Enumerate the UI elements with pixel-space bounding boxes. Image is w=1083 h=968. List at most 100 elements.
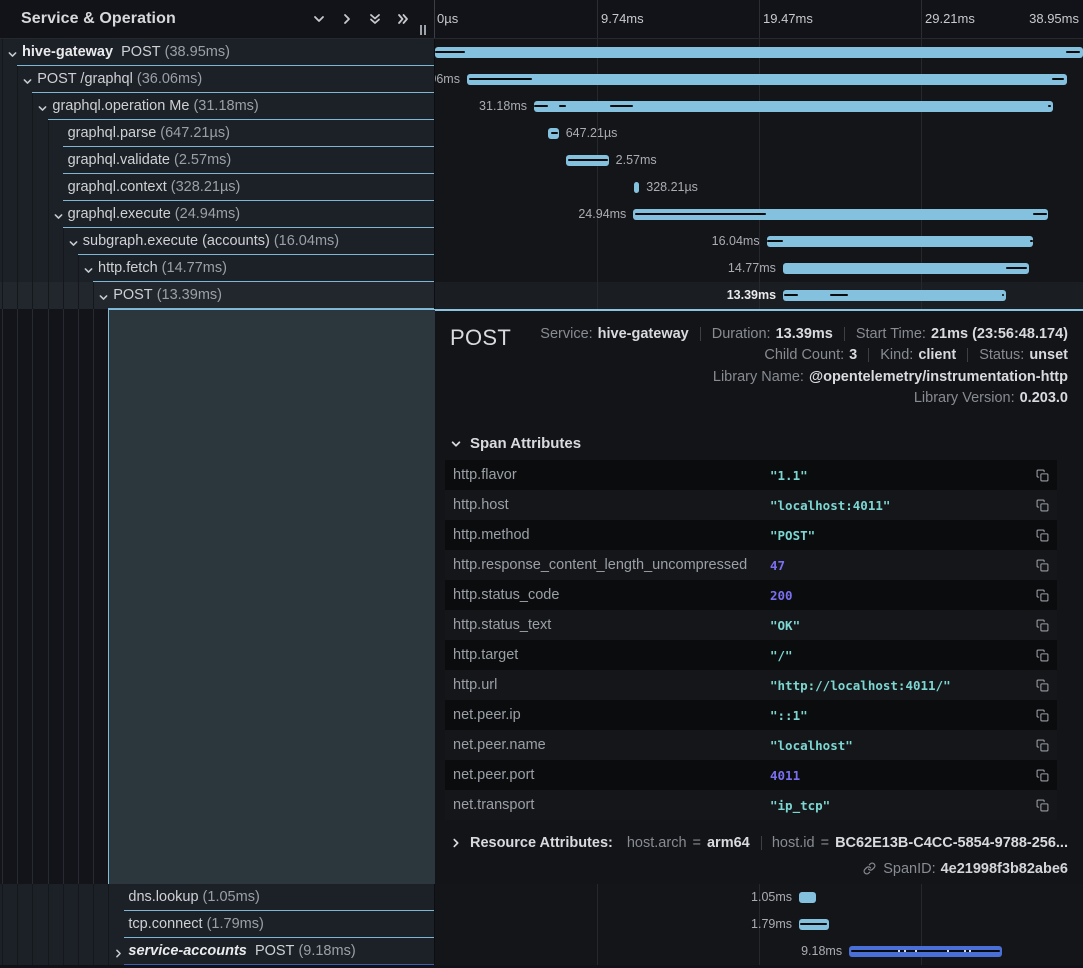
span-bar-cell[interactable]: 14.77ms — [435, 255, 1083, 282]
indent-guide — [47, 884, 49, 911]
link-icon[interactable] — [863, 862, 876, 875]
double-chevron-right-icon[interactable] — [396, 12, 410, 26]
span-bar[interactable] — [633, 209, 1049, 220]
attribute-row: http.host "localhost:4011" — [445, 490, 1057, 520]
indent-guide — [78, 938, 79, 965]
copy-value-button[interactable] — [1036, 679, 1049, 692]
span-toggle[interactable] — [37, 101, 48, 119]
copy-value-button[interactable] — [1036, 769, 1049, 782]
span-bar-cell[interactable]: 31.18ms — [435, 93, 1083, 120]
span-toggle[interactable] — [83, 263, 94, 281]
span-bar[interactable] — [547, 128, 559, 139]
chevron-right-icon — [453, 838, 459, 847]
span-bar[interactable] — [466, 74, 1067, 85]
span-id-row: SpanID: 4e21998f3b82abe6 — [450, 860, 1068, 877]
span-duration-label: 1.05ms — [751, 890, 793, 904]
resize-grip-bar — [424, 25, 426, 35]
chevron-down-icon — [54, 214, 63, 219]
span-bar[interactable] — [799, 919, 829, 930]
span-bar-cell[interactable]: 36.06ms — [435, 66, 1083, 93]
span-name-cell[interactable]: graphql.parse (647.21µs) — [0, 120, 435, 147]
span-bar-cell[interactable]: 647.21µs — [435, 120, 1083, 147]
column-resize-handle[interactable] — [420, 25, 428, 35]
span-name-cell[interactable]: dns.lookup (1.05ms) — [0, 884, 435, 911]
span-bar[interactable] — [849, 946, 1002, 957]
overview-label: Library Version: — [913, 390, 1015, 407]
critical-path-gap-tick — [903, 950, 906, 952]
span-bar[interactable] — [782, 263, 1029, 274]
span-name-cell[interactable]: service-accounts POST (9.18ms) — [0, 938, 435, 965]
double-chevron-down-icon[interactable] — [368, 12, 382, 26]
copy-value-button[interactable] — [1036, 529, 1049, 542]
span-toggle[interactable] — [53, 209, 64, 227]
copy-value-button[interactable] — [1036, 499, 1049, 512]
span-bar-cell[interactable]: 13.39ms — [435, 282, 1083, 309]
span-bar[interactable] — [783, 290, 1006, 301]
span-duration: (1.79ms) — [202, 916, 264, 932]
span-toggle[interactable] — [22, 74, 33, 92]
span-name-cell[interactable]: hive-gateway POST (38.95ms) — [0, 39, 435, 66]
span-toggle[interactable] — [68, 236, 79, 254]
copy-value-button[interactable] — [1036, 559, 1049, 572]
span-bar-cell[interactable]: 2.57ms — [435, 147, 1083, 174]
span-duration-label: 36.06ms — [435, 72, 460, 86]
copy-value-button[interactable] — [1036, 649, 1049, 662]
span-name-cell[interactable]: graphql.context (328.21µs) — [0, 174, 435, 201]
span-bar[interactable] — [633, 182, 640, 193]
span-bar-cell[interactable]: 1.79ms — [435, 911, 1083, 938]
indent-guide — [2, 120, 3, 147]
span-row: hive-gateway POST (38.95ms) — [0, 39, 1083, 66]
span-bar-cell[interactable] — [435, 39, 1083, 66]
span-duration: (9.18ms) — [294, 943, 356, 959]
timeline-gridline — [921, 120, 922, 147]
span-bar[interactable] — [766, 236, 1034, 247]
critical-path-segment — [799, 923, 828, 925]
copy-value-button[interactable] — [1036, 799, 1049, 812]
ruler-tick-label: 38.95ms — [1029, 11, 1079, 26]
timeline-gridline — [597, 174, 598, 201]
overview-label: Library Name: — [712, 368, 804, 385]
span-bar[interactable] — [435, 47, 1083, 58]
span-bar-cell[interactable]: 24.94ms — [435, 201, 1083, 228]
span-duration: (36.06ms) — [132, 71, 203, 87]
span-name-cell[interactable]: POST (13.39ms) — [0, 282, 435, 309]
span-bar[interactable] — [799, 892, 817, 903]
critical-path-gap-tick — [947, 950, 950, 952]
span-name-cell[interactable]: graphql.validate (2.57ms) — [0, 147, 435, 174]
span-bar-cell[interactable]: 1.05ms — [435, 884, 1083, 911]
resource-attributes-row[interactable]: Resource Attributes: host.arch = arm64 host… — [450, 834, 1068, 851]
span-toggle[interactable] — [7, 47, 18, 65]
span-name-cell[interactable]: graphql.operation Me (31.18ms) — [0, 93, 435, 120]
copy-value-button[interactable] — [1036, 619, 1049, 632]
span-bar-cell[interactable]: 9.18ms — [435, 938, 1083, 965]
ruler-tick-label: 29.21ms — [925, 11, 975, 26]
indent-guide — [2, 66, 3, 93]
span-toggle[interactable] — [113, 946, 124, 964]
copy-value-button[interactable] — [1036, 469, 1049, 482]
span-bar-cell[interactable]: 328.21µs — [435, 174, 1083, 201]
span-bar[interactable] — [565, 155, 609, 166]
indent-guide — [62, 911, 64, 938]
indent-guide — [62, 884, 64, 911]
copy-value-button[interactable] — [1036, 739, 1049, 752]
chevron-down-icon[interactable] — [312, 12, 326, 26]
span-bar-cell[interactable]: 16.04ms — [435, 228, 1083, 255]
copy-value-button[interactable] — [1036, 589, 1049, 602]
copy-value-button[interactable] — [1036, 709, 1049, 722]
span-name-cell[interactable]: http.fetch (14.77ms) — [0, 255, 435, 282]
span-detail-accent-block — [108, 309, 435, 884]
span-name-cell[interactable]: POST /graphql (36.06ms) — [0, 66, 435, 93]
span-row-underline — [62, 173, 434, 174]
chevron-right-icon[interactable] — [340, 12, 354, 26]
indent-guide — [2, 255, 3, 282]
span-name-cell[interactable]: graphql.execute (24.94ms) — [0, 201, 435, 228]
span-toggle[interactable] — [98, 290, 109, 308]
span-name-cell[interactable]: subgraph.execute (accounts) (16.04ms) — [0, 228, 435, 255]
span-attributes-header[interactable]: Span Attributes — [450, 435, 1068, 452]
span-name-cell[interactable]: tcp.connect (1.79ms) — [0, 911, 435, 938]
critical-path-segment — [1005, 267, 1028, 269]
operation-name: dns.lookup — [128, 889, 199, 905]
span-row-underline — [123, 937, 434, 938]
span-bar[interactable] — [533, 101, 1053, 112]
operation-name: POST — [254, 943, 295, 959]
